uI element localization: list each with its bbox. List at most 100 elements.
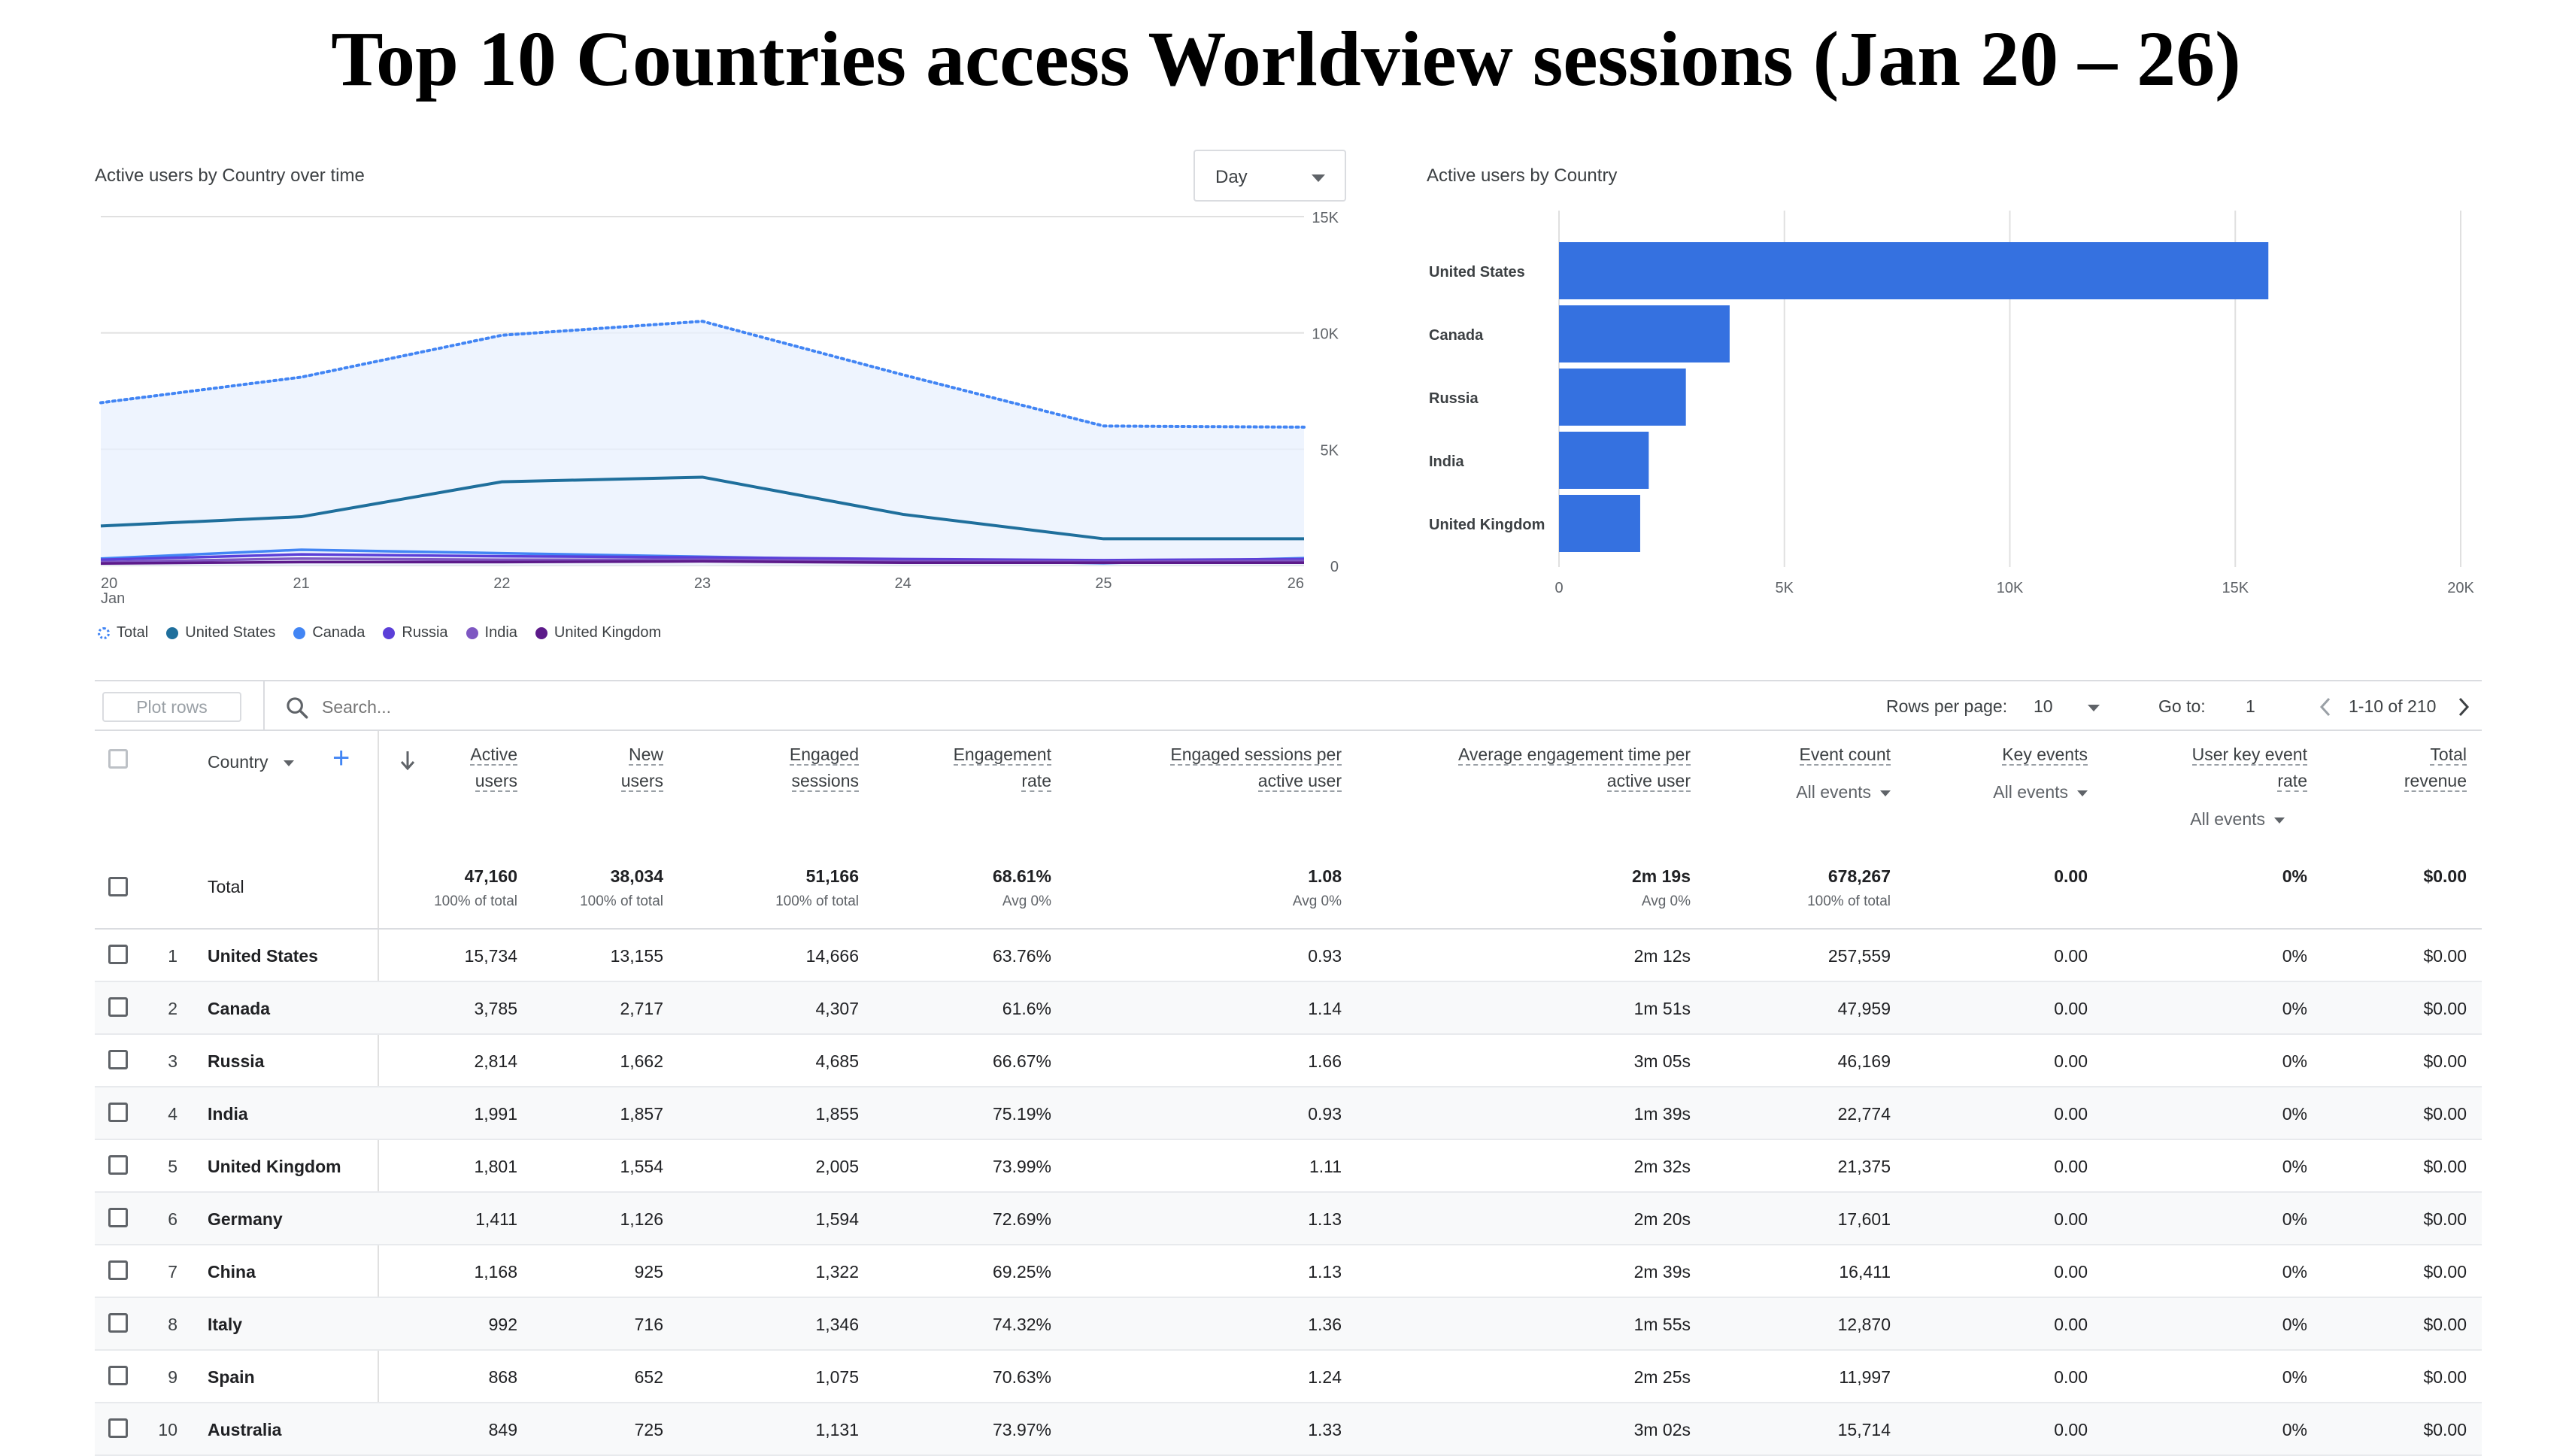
total-value: $0.00	[2423, 866, 2467, 886]
table-row[interactable]: 9 Spain 868 652 1,075 70.63% 1.24 2m 25s 11,997 0…	[95, 1351, 2482, 1403]
row-checkbox[interactable]	[108, 1260, 128, 1280]
total-subvalue: 100% of total	[434, 893, 517, 909]
cell-event-count: 12,870	[1837, 1315, 1891, 1334]
legend-item-canada[interactable]: Canada	[293, 624, 365, 642]
bar-united-states	[1559, 242, 2269, 299]
add-dimension-icon[interactable]: +	[332, 742, 350, 775]
cell-user-key-event-rate: 0%	[2282, 1104, 2307, 1124]
bar-united-kingdom	[1559, 495, 1640, 552]
legend-item-russia[interactable]: Russia	[383, 624, 448, 642]
column-header-line: New	[628, 745, 663, 766]
column-header-engagement-rate[interactable]: Engagement rate	[953, 742, 1051, 794]
y-tick-label: 0	[1330, 559, 1339, 575]
granularity-dropdown[interactable]: Day	[1193, 150, 1346, 202]
total-value: 2m 19s	[1631, 866, 1691, 886]
row-checkbox[interactable]	[108, 997, 128, 1017]
table-row[interactable]: 6 Germany 1,411 1,126 1,594 72.69% 1.13 2m 20s 1…	[95, 1193, 2482, 1245]
event-filter-dropdown[interactable]: All events	[2190, 809, 2285, 830]
legend-item-united-kingdom[interactable]: United Kingdom	[535, 624, 661, 642]
cell-user-key-event-rate: 0%	[2282, 1262, 2307, 1282]
column-header-line: revenue	[2404, 771, 2467, 792]
legend-item-total[interactable]: Total	[98, 624, 148, 642]
row-checkbox[interactable]	[108, 945, 128, 964]
column-header-average-engagement-time-per-active-user[interactable]: Average engagement time per active user	[1458, 742, 1691, 794]
table-row[interactable]: 10 Australia 849 725 1,131 73.97% 1.33 3m 02s 15…	[95, 1403, 2482, 1456]
total-value: 678,267	[1827, 866, 1891, 886]
row-index: 4	[168, 1104, 177, 1124]
cell-engagement-rate: 66.67%	[992, 1051, 1051, 1071]
column-header-total-revenue[interactable]: Total revenue	[2404, 742, 2467, 794]
legend-item-india[interactable]: India	[466, 624, 517, 642]
table-row[interactable]: 3 Russia 2,814 1,662 4,685 66.67% 1.66 3m 05s 46…	[95, 1035, 2482, 1087]
x-tick-label: 23	[694, 575, 711, 592]
plot-rows-button[interactable]: Plot rows	[102, 692, 241, 722]
column-header-event-count[interactable]: Event count	[1799, 742, 1891, 768]
cell-active-users: 3,785	[474, 999, 517, 1018]
row-index: 6	[168, 1209, 177, 1229]
table-row[interactable]: 8 Italy 992 716 1,346 74.32% 1.36 1m 55s 12,870 0…	[95, 1298, 2482, 1351]
row-checkbox[interactable]	[108, 1366, 128, 1385]
chevron-right-icon[interactable]	[2456, 696, 2471, 717]
cell-engaged-sessions: 2,005	[815, 1157, 859, 1176]
search-input[interactable]	[320, 695, 775, 719]
chevron-down-icon	[1880, 790, 1891, 796]
cell-new-users: 652	[634, 1367, 663, 1387]
row-checkbox[interactable]	[108, 1208, 128, 1227]
cell-average-engagement-time-per-active-user: 1m 51s	[1633, 999, 1691, 1018]
table-row[interactable]: 7 China 1,168 925 1,322 69.25% 1.13 2m 39s 16,41…	[95, 1245, 2482, 1298]
sort-descending-icon[interactable]	[399, 749, 417, 772]
page-title: Top 10 Countries access Worldview sessio…	[331, 16, 2241, 102]
cell-average-engagement-time-per-active-user: 2m 12s	[1633, 946, 1691, 966]
chevron-left-icon[interactable]	[2318, 696, 2333, 717]
column-header-active-users[interactable]: Active users	[470, 742, 517, 794]
x-tick-label: 20K	[2447, 580, 2474, 596]
column-header-user-key-event-rate[interactable]: User key event rate	[2191, 742, 2307, 794]
legend-swatch	[383, 626, 396, 639]
column-header-line: users	[620, 771, 663, 792]
cell-user-key-event-rate: 0%	[2282, 946, 2307, 966]
bar-chart-title: Active users by Country	[1427, 165, 1618, 186]
total-checkbox[interactable]	[108, 877, 128, 896]
row-checkbox[interactable]	[108, 1155, 128, 1175]
table-row[interactable]: 2 Canada 3,785 2,717 4,307 61.6% 1.14 1m 51s 47,…	[95, 982, 2482, 1035]
cell-engagement-rate: 73.97%	[992, 1420, 1051, 1439]
total-value: 1.08	[1308, 866, 1342, 886]
cell-key-events: 0.00	[2054, 1315, 2088, 1334]
goto-input[interactable]: 1	[2246, 696, 2255, 716]
table-row[interactable]: 4 India 1,991 1,857 1,855 75.19% 0.93 1m 39s 22,…	[95, 1087, 2482, 1140]
event-filter-dropdown[interactable]: All events	[1796, 782, 1891, 802]
event-filter-dropdown[interactable]: All events	[1993, 782, 2088, 802]
table-row[interactable]: 5 United Kingdom 1,801 1,554 2,005 73.99% 1.11…	[95, 1140, 2482, 1193]
cell-new-users: 1,554	[620, 1157, 663, 1176]
cell-active-users: 1,411	[475, 1209, 517, 1229]
dimension-header[interactable]: Country	[208, 752, 294, 772]
column-header-engaged-sessions[interactable]: Engaged sessions	[789, 742, 859, 794]
column-header-key-events[interactable]: Key events	[2002, 742, 2088, 768]
row-checkbox[interactable]	[108, 1313, 128, 1333]
row-index: 2	[168, 999, 177, 1018]
chevron-down-icon[interactable]	[2088, 705, 2100, 711]
row-checkbox[interactable]	[108, 1418, 128, 1438]
line-chart-legend: Total United States Canada Russia India Unite…	[98, 624, 679, 642]
total-label: Total	[208, 877, 244, 896]
row-index: 8	[168, 1315, 177, 1334]
cell-engaged-sessions: 4,685	[815, 1051, 859, 1071]
total-subvalue: 100% of total	[775, 893, 859, 909]
row-checkbox[interactable]	[108, 1103, 128, 1122]
cell-engaged-sessions: 1,322	[815, 1262, 859, 1282]
table-row[interactable]: 1 United States 15,734 13,155 14,666 63.76% 0.…	[95, 930, 2482, 982]
header-checkbox[interactable]	[108, 749, 128, 769]
legend-item-united-states[interactable]: United States	[166, 624, 275, 642]
legend-label: India	[484, 624, 517, 641]
cell-new-users: 2,717	[620, 999, 663, 1018]
row-checkbox[interactable]	[108, 1050, 128, 1069]
cell-average-engagement-time-per-active-user: 2m 39s	[1633, 1262, 1691, 1282]
table-header: Country + Active users New users Engaged sess…	[95, 731, 2482, 844]
series-line-total	[99, 320, 1306, 429]
country-name: United Kingdom	[208, 1157, 341, 1176]
cell-event-count: 11,997	[1839, 1367, 1891, 1387]
rows-per-page-select[interactable]: 10	[2034, 696, 2053, 716]
column-header-engaged-sessions-per-active-user[interactable]: Engaged sessions per active user	[1170, 742, 1342, 794]
cell-event-count: 17,601	[1837, 1209, 1891, 1229]
column-header-new-users[interactable]: New users	[620, 742, 663, 794]
